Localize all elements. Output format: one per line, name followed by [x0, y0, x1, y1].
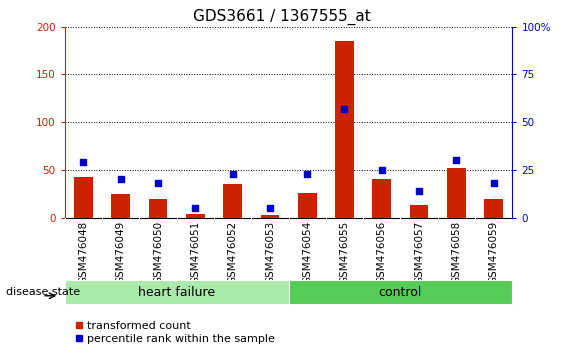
Legend: transformed count, percentile rank within the sample: transformed count, percentile rank withi… — [70, 316, 279, 348]
Point — [191, 205, 200, 211]
Bar — [65, 280, 289, 304]
Point — [303, 171, 312, 177]
Text: GSM476051: GSM476051 — [190, 221, 200, 284]
Text: GSM476055: GSM476055 — [339, 221, 350, 284]
Point — [452, 158, 461, 163]
Point — [228, 171, 237, 177]
Point — [414, 188, 423, 194]
Bar — [298, 193, 316, 218]
Text: GSM476057: GSM476057 — [414, 221, 424, 284]
Text: GSM476048: GSM476048 — [78, 221, 88, 284]
Point — [79, 159, 88, 165]
Bar — [149, 199, 167, 218]
Bar — [111, 194, 130, 218]
Text: GSM476054: GSM476054 — [302, 221, 312, 284]
Bar — [186, 214, 204, 218]
Bar — [373, 179, 391, 218]
Text: GSM476049: GSM476049 — [115, 221, 126, 284]
Text: GSM476050: GSM476050 — [153, 221, 163, 284]
Bar — [484, 199, 503, 218]
Bar — [74, 177, 93, 218]
Point — [377, 167, 386, 173]
Bar — [289, 280, 512, 304]
Point — [265, 205, 274, 211]
Point — [116, 177, 125, 182]
Bar — [447, 168, 466, 218]
Text: GSM476053: GSM476053 — [265, 221, 275, 284]
Point — [489, 181, 498, 186]
Text: heart failure: heart failure — [138, 286, 215, 298]
Bar — [410, 205, 428, 218]
Bar — [224, 184, 242, 218]
Text: GDS3661 / 1367555_at: GDS3661 / 1367555_at — [193, 9, 370, 25]
Bar — [335, 41, 354, 218]
Bar — [261, 215, 279, 218]
Text: GSM476059: GSM476059 — [489, 221, 499, 284]
Point — [340, 106, 349, 112]
Text: GSM476058: GSM476058 — [452, 221, 462, 284]
Text: control: control — [379, 286, 422, 298]
Text: GSM476056: GSM476056 — [377, 221, 387, 284]
Point — [154, 181, 163, 186]
Text: disease state: disease state — [6, 287, 80, 297]
Text: GSM476052: GSM476052 — [227, 221, 238, 284]
